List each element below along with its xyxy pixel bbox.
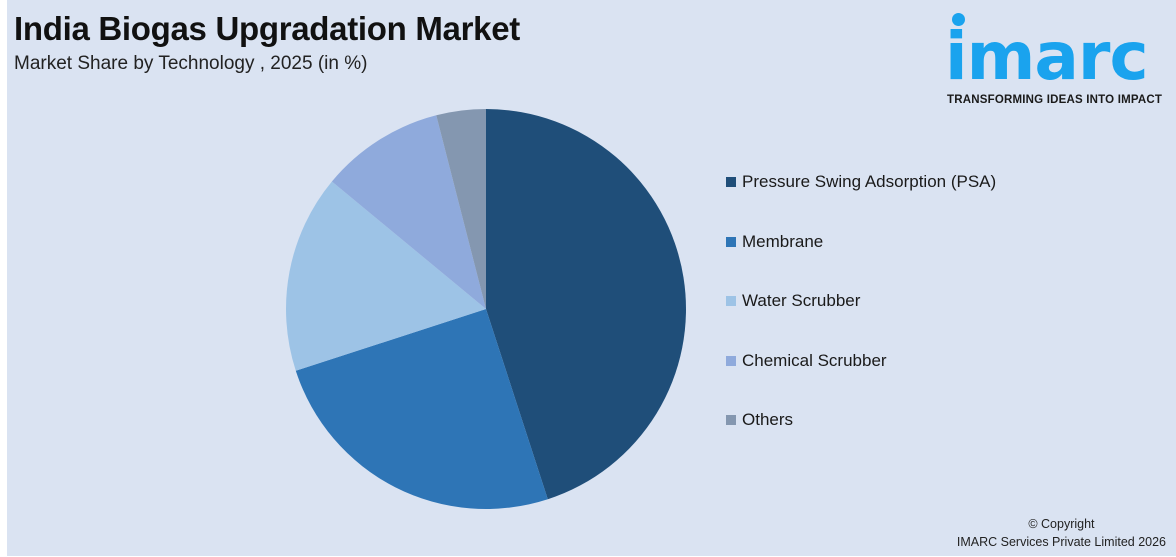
pie-slice [436, 109, 486, 309]
logo-tagline: TRANSFORMING IDEAS INTO IMPACT [947, 94, 1163, 106]
copyright-line: © Copyright [1028, 517, 1095, 531]
imarc-logo: imarc TRANSFORMING IDEAS INTO IMPACT [940, 10, 1172, 110]
chart-subtitle: Market Share by Technology , 2025 (in %) [14, 53, 368, 74]
legend-item-membrane: Membrane [726, 232, 823, 252]
legend-swatch-icon [726, 177, 736, 187]
logo-dot-icon [952, 13, 965, 26]
pie-slice [295, 309, 548, 509]
legend-label: Membrane [742, 232, 824, 251]
legend-label: Water Scrubber [742, 291, 861, 310]
legend-label: Pressure Swing Adsorption (PSA) [742, 172, 997, 191]
legend-swatch-icon [726, 296, 736, 306]
pie-slice [486, 109, 686, 500]
legend-swatch-icon [726, 356, 736, 366]
legend-item-others: Others [726, 410, 793, 430]
legend-swatch-icon [726, 237, 736, 247]
chart-title: India Biogas Upgradation Market [14, 10, 520, 47]
copyright-company: IMARC Services Private Limited 2026 [956, 535, 1166, 549]
legend-item-water-scrubber: Water Scrubber [726, 291, 860, 311]
pie-slice [331, 115, 486, 309]
legend-item-chemical-scrubber: Chemical Scrubber [726, 351, 887, 371]
pie-slice [286, 181, 486, 371]
copyright-notice: © Copyright IMARC Services Private Limit… [957, 515, 1166, 551]
legend-label: Others [742, 410, 794, 429]
logo-wordmark: imarc [945, 18, 1149, 95]
legend-label: Chemical Scrubber [742, 351, 887, 370]
legend-swatch-icon [726, 415, 736, 425]
pie-chart [286, 109, 686, 509]
legend-item-psa: Pressure Swing Adsorption (PSA) [726, 172, 996, 192]
